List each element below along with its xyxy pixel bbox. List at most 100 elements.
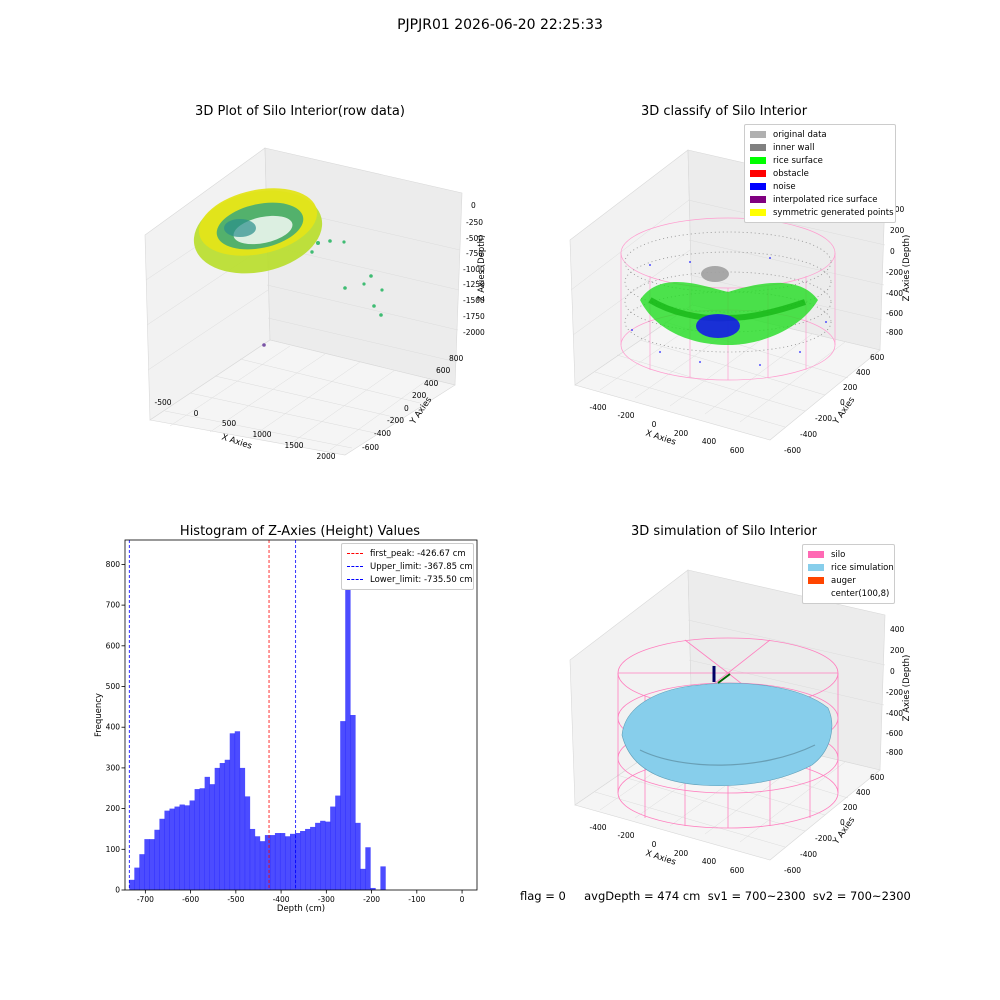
svg-text:-1250: -1250 xyxy=(463,280,485,289)
svg-text:-600: -600 xyxy=(886,309,903,318)
panel1-point-cloud xyxy=(193,188,384,347)
panel4-zlabel: Z Axies (Depth) xyxy=(902,655,912,722)
svg-text:500: 500 xyxy=(222,419,237,428)
svg-text:-200: -200 xyxy=(617,831,634,840)
svg-text:-800: -800 xyxy=(886,748,903,757)
histogram-bar xyxy=(179,804,185,890)
x-tick-label: -200 xyxy=(363,895,380,904)
y-tick-label: 800 xyxy=(106,560,121,569)
svg-text:-200: -200 xyxy=(886,688,903,697)
svg-text:-2000: -2000 xyxy=(463,328,485,337)
svg-text:600: 600 xyxy=(870,773,885,782)
svg-text:-200: -200 xyxy=(815,414,832,423)
svg-text:600: 600 xyxy=(436,366,451,375)
svg-text:-500: -500 xyxy=(466,234,483,243)
histogram-bar xyxy=(169,808,175,890)
legend-item-center: center(100,8) xyxy=(808,587,889,600)
swatch-icon xyxy=(808,590,824,597)
y-tick-label: 200 xyxy=(106,804,121,813)
legend-item-noise: noise xyxy=(750,180,890,193)
histogram-xlabel: Depth (cm) xyxy=(277,904,325,914)
histogram-bar xyxy=(199,788,205,890)
histogram-bar xyxy=(184,805,190,890)
svg-text:-200: -200 xyxy=(617,411,634,420)
svg-text:-400: -400 xyxy=(886,289,903,298)
histogram-bar xyxy=(315,822,321,890)
svg-text:0: 0 xyxy=(840,398,845,407)
panel3-title: Histogram of Z-Axies (Height) Values xyxy=(179,524,421,539)
histogram-bar xyxy=(144,839,150,890)
panel4-legend: silo rice simulation auger center(100,8) xyxy=(802,544,895,604)
histogram-bar xyxy=(320,820,326,890)
swatch-icon xyxy=(808,577,824,584)
legend-item-auger: auger xyxy=(808,574,889,587)
svg-text:-400: -400 xyxy=(589,403,606,412)
histogram-bar xyxy=(325,821,331,890)
x-tick-label: -100 xyxy=(408,895,425,904)
svg-text:-1500: -1500 xyxy=(463,296,485,305)
svg-text:200: 200 xyxy=(890,226,905,235)
svg-text:200: 200 xyxy=(412,391,427,400)
panel1-z-ticks: 0 -250 -500 -750 -1000 -1250 -1500 -1750… xyxy=(463,201,487,337)
histogram-bar xyxy=(274,833,281,890)
histogram-bar xyxy=(134,867,140,890)
svg-text:-750: -750 xyxy=(466,249,483,258)
swatch-icon xyxy=(750,183,766,190)
legend-item-first-peak: first_peak: -426.67 cm xyxy=(347,547,468,560)
histogram-bar xyxy=(310,826,316,890)
histogram-bar xyxy=(284,836,291,890)
panel4-xlabel: X Axies xyxy=(644,848,677,867)
svg-text:-400: -400 xyxy=(800,850,817,859)
histogram-bar xyxy=(290,833,296,890)
svg-text:0: 0 xyxy=(471,201,476,210)
svg-text:200: 200 xyxy=(843,803,858,812)
histogram-bar xyxy=(214,767,220,890)
histogram-bars xyxy=(129,560,386,890)
histogram-bar xyxy=(259,841,266,890)
histogram-vlines xyxy=(128,540,297,890)
swatch-icon xyxy=(750,209,766,216)
histogram-bar xyxy=(224,759,231,890)
histogram-bar xyxy=(249,828,256,890)
histogram-bar xyxy=(204,776,210,890)
svg-text:-600: -600 xyxy=(886,729,903,738)
y-tick-label: 0 xyxy=(115,886,120,895)
svg-text:400: 400 xyxy=(856,788,871,797)
svg-text:-400: -400 xyxy=(800,430,817,439)
svg-text:-250: -250 xyxy=(466,218,483,227)
svg-text:200: 200 xyxy=(674,429,689,438)
svg-text:-600: -600 xyxy=(362,443,379,452)
histogram-bar xyxy=(149,839,155,890)
legend-item-upper-limit: Upper_limit: -367.85 cm xyxy=(347,560,473,573)
dashed-line-icon xyxy=(347,579,363,580)
histogram-bar xyxy=(189,800,195,890)
svg-text:2000: 2000 xyxy=(316,452,335,461)
x-tick-label: -600 xyxy=(182,895,199,904)
panel2-title: 3D classify of Silo Interior xyxy=(640,104,808,119)
svg-text:800: 800 xyxy=(449,354,464,363)
legend-item-inner-wall: inner wall xyxy=(750,141,890,154)
legend-item-lower-limit: Lower_limit: -735.50 cm xyxy=(347,573,472,586)
histogram-bar xyxy=(159,818,165,890)
histogram-bar xyxy=(330,806,336,890)
svg-text:600: 600 xyxy=(730,866,745,875)
svg-text:1500: 1500 xyxy=(284,441,303,450)
auger-icon xyxy=(712,666,731,684)
x-tick-label: -300 xyxy=(318,895,335,904)
svg-text:0: 0 xyxy=(652,420,657,429)
histogram-bar xyxy=(360,868,366,890)
panel4-rice-simulation xyxy=(621,682,833,787)
figure-suptitle: PJPJR01 2026-06-20 22:25:33 xyxy=(397,17,603,33)
panel1-title: 3D Plot of Silo Interior(row data) xyxy=(195,104,405,119)
swatch-icon xyxy=(808,551,824,558)
svg-text:-1000: -1000 xyxy=(463,265,485,274)
svg-text:-400: -400 xyxy=(374,429,391,438)
histogram-bar xyxy=(219,763,226,890)
y-tick-label: 300 xyxy=(106,763,121,772)
panel4-z-ticks: 400 200 0 -200 -400 -600 -800 Z Axies (D… xyxy=(886,625,912,757)
status-line: flag = 0 avgDepth = 474 cm sv1 = 700~230… xyxy=(520,889,911,903)
histogram-bar xyxy=(254,836,261,890)
